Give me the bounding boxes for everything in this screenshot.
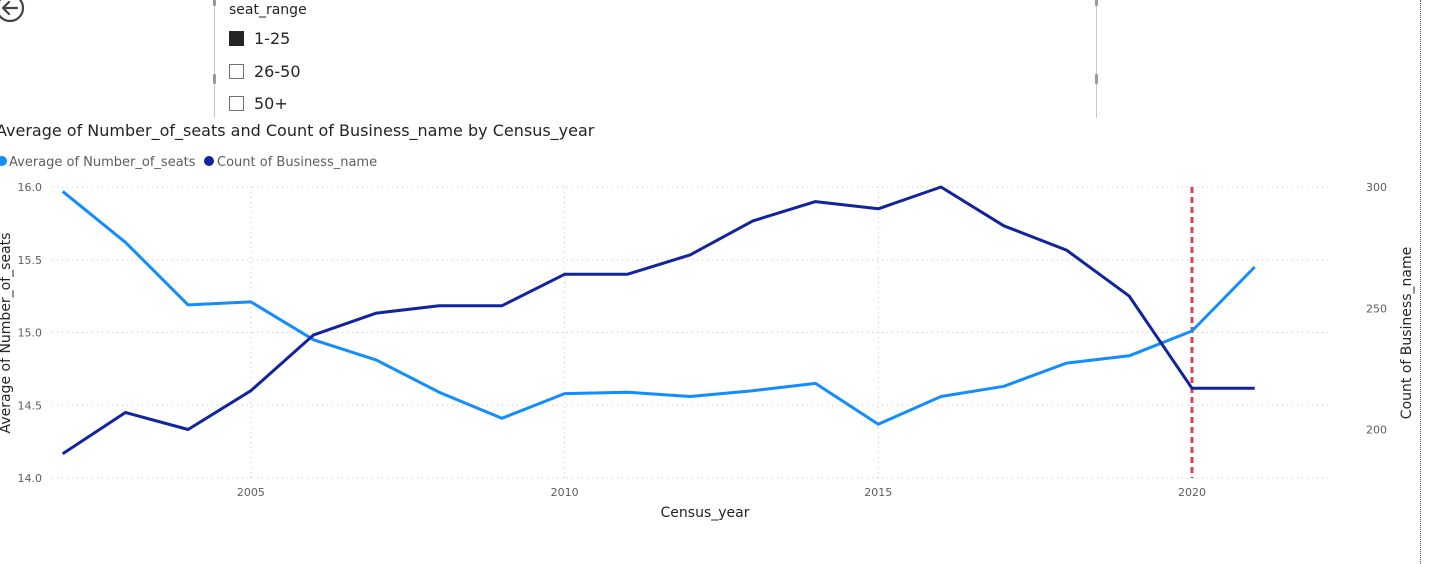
legend-marker-series-0 bbox=[0, 156, 7, 166]
resize-handle-right[interactable] bbox=[1095, 74, 1098, 84]
x-tick-label: 2010 bbox=[551, 486, 579, 499]
series-line-count-business[interactable] bbox=[61, 185, 1255, 456]
slicer-item-label: 26-50 bbox=[254, 61, 301, 81]
x-tick-label: 2015 bbox=[864, 486, 892, 499]
y-tick-label: 14.0 bbox=[18, 472, 43, 485]
slicer-item-label: 50+ bbox=[254, 93, 288, 113]
legend-marker-series-1 bbox=[204, 156, 214, 166]
resize-handle-left[interactable] bbox=[213, 74, 216, 84]
y-axis-title: Average of Number_of_seats bbox=[0, 233, 14, 434]
slicer-item-1-25[interactable]: 1-25 bbox=[229, 28, 290, 48]
seat-range-slicer: seat_range 1-25 26-50 50+ bbox=[213, 0, 1098, 118]
horizontal-gridlines bbox=[52, 186, 1330, 479]
y-tick-label: 15.0 bbox=[18, 327, 43, 340]
back-arrow-icon[interactable] bbox=[0, 0, 26, 24]
checkbox[interactable] bbox=[229, 63, 244, 79]
left-axis-ticks: 14.0 14.5 15.0 15.5 16.0 bbox=[18, 181, 43, 485]
slicer-item-label: 1-25 bbox=[254, 28, 291, 48]
slicer-title: seat_range bbox=[229, 2, 307, 18]
y2-axis-title: Count of Business_name bbox=[1399, 247, 1415, 419]
legend: Average of Number_of_seats Count of Busi… bbox=[0, 155, 377, 170]
slicer-item-50-plus[interactable]: 50+ bbox=[229, 93, 288, 113]
legend-label-series-0[interactable]: Average of Number_of_seats bbox=[9, 155, 196, 170]
slicer-item-26-50[interactable]: 26-50 bbox=[229, 61, 301, 81]
x-axis-title: Census_year bbox=[661, 505, 750, 521]
resize-handle-top-right[interactable] bbox=[1095, 0, 1098, 6]
checkbox[interactable] bbox=[229, 30, 244, 46]
y2-tick-label: 200 bbox=[1366, 424, 1387, 437]
series-line-average-seats[interactable] bbox=[61, 190, 1256, 426]
y2-tick-label: 300 bbox=[1366, 181, 1387, 194]
chart-title: Average of Number_of_seats and Count of … bbox=[0, 121, 595, 141]
y-tick-label: 14.5 bbox=[18, 399, 43, 412]
y2-tick-label: 250 bbox=[1366, 302, 1387, 315]
slicer-right-border bbox=[1096, 0, 1097, 118]
right-axis-ticks: 200 250 300 bbox=[1366, 181, 1387, 437]
visual-container-border bbox=[1420, 0, 1421, 564]
slicer-left-border bbox=[214, 0, 215, 118]
legend-label-series-1[interactable]: Count of Business_name bbox=[217, 155, 377, 170]
x-tick-label: 2020 bbox=[1178, 486, 1206, 499]
x-tick-label: 2005 bbox=[237, 486, 265, 499]
checkbox[interactable] bbox=[229, 95, 244, 111]
y-tick-label: 16.0 bbox=[18, 181, 43, 194]
x-axis-ticks: 2005 2010 2015 2020 bbox=[237, 486, 1206, 499]
resize-handle-top-left[interactable] bbox=[213, 0, 216, 6]
y-tick-label: 15.5 bbox=[18, 254, 43, 267]
